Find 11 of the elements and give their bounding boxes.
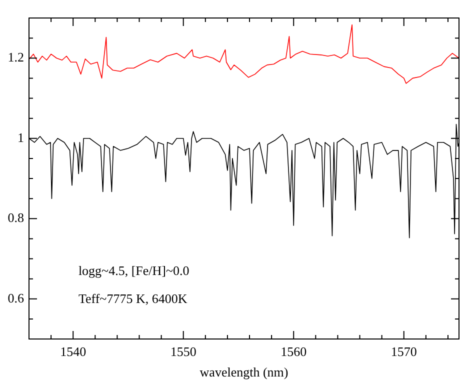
x-axis-title: wavelength (nm) [200,364,288,380]
annotation: logg~4.5, [Fe/H]~0.0 [78,263,190,278]
y-tick-label: 0.8 [8,210,24,226]
annotation: Teff~7775 K, 6400K [78,290,188,306]
y-tick-label: 1 [18,130,24,145]
x-tick-label: 1560 [280,344,307,360]
y-tick-label: 0.6 [8,290,24,306]
x-tick-label: 1550 [170,344,196,360]
y-tick-label: 1.2 [8,50,24,65]
x-tick-label: 1540 [60,344,86,360]
x-tick-label: 1570 [390,344,417,360]
